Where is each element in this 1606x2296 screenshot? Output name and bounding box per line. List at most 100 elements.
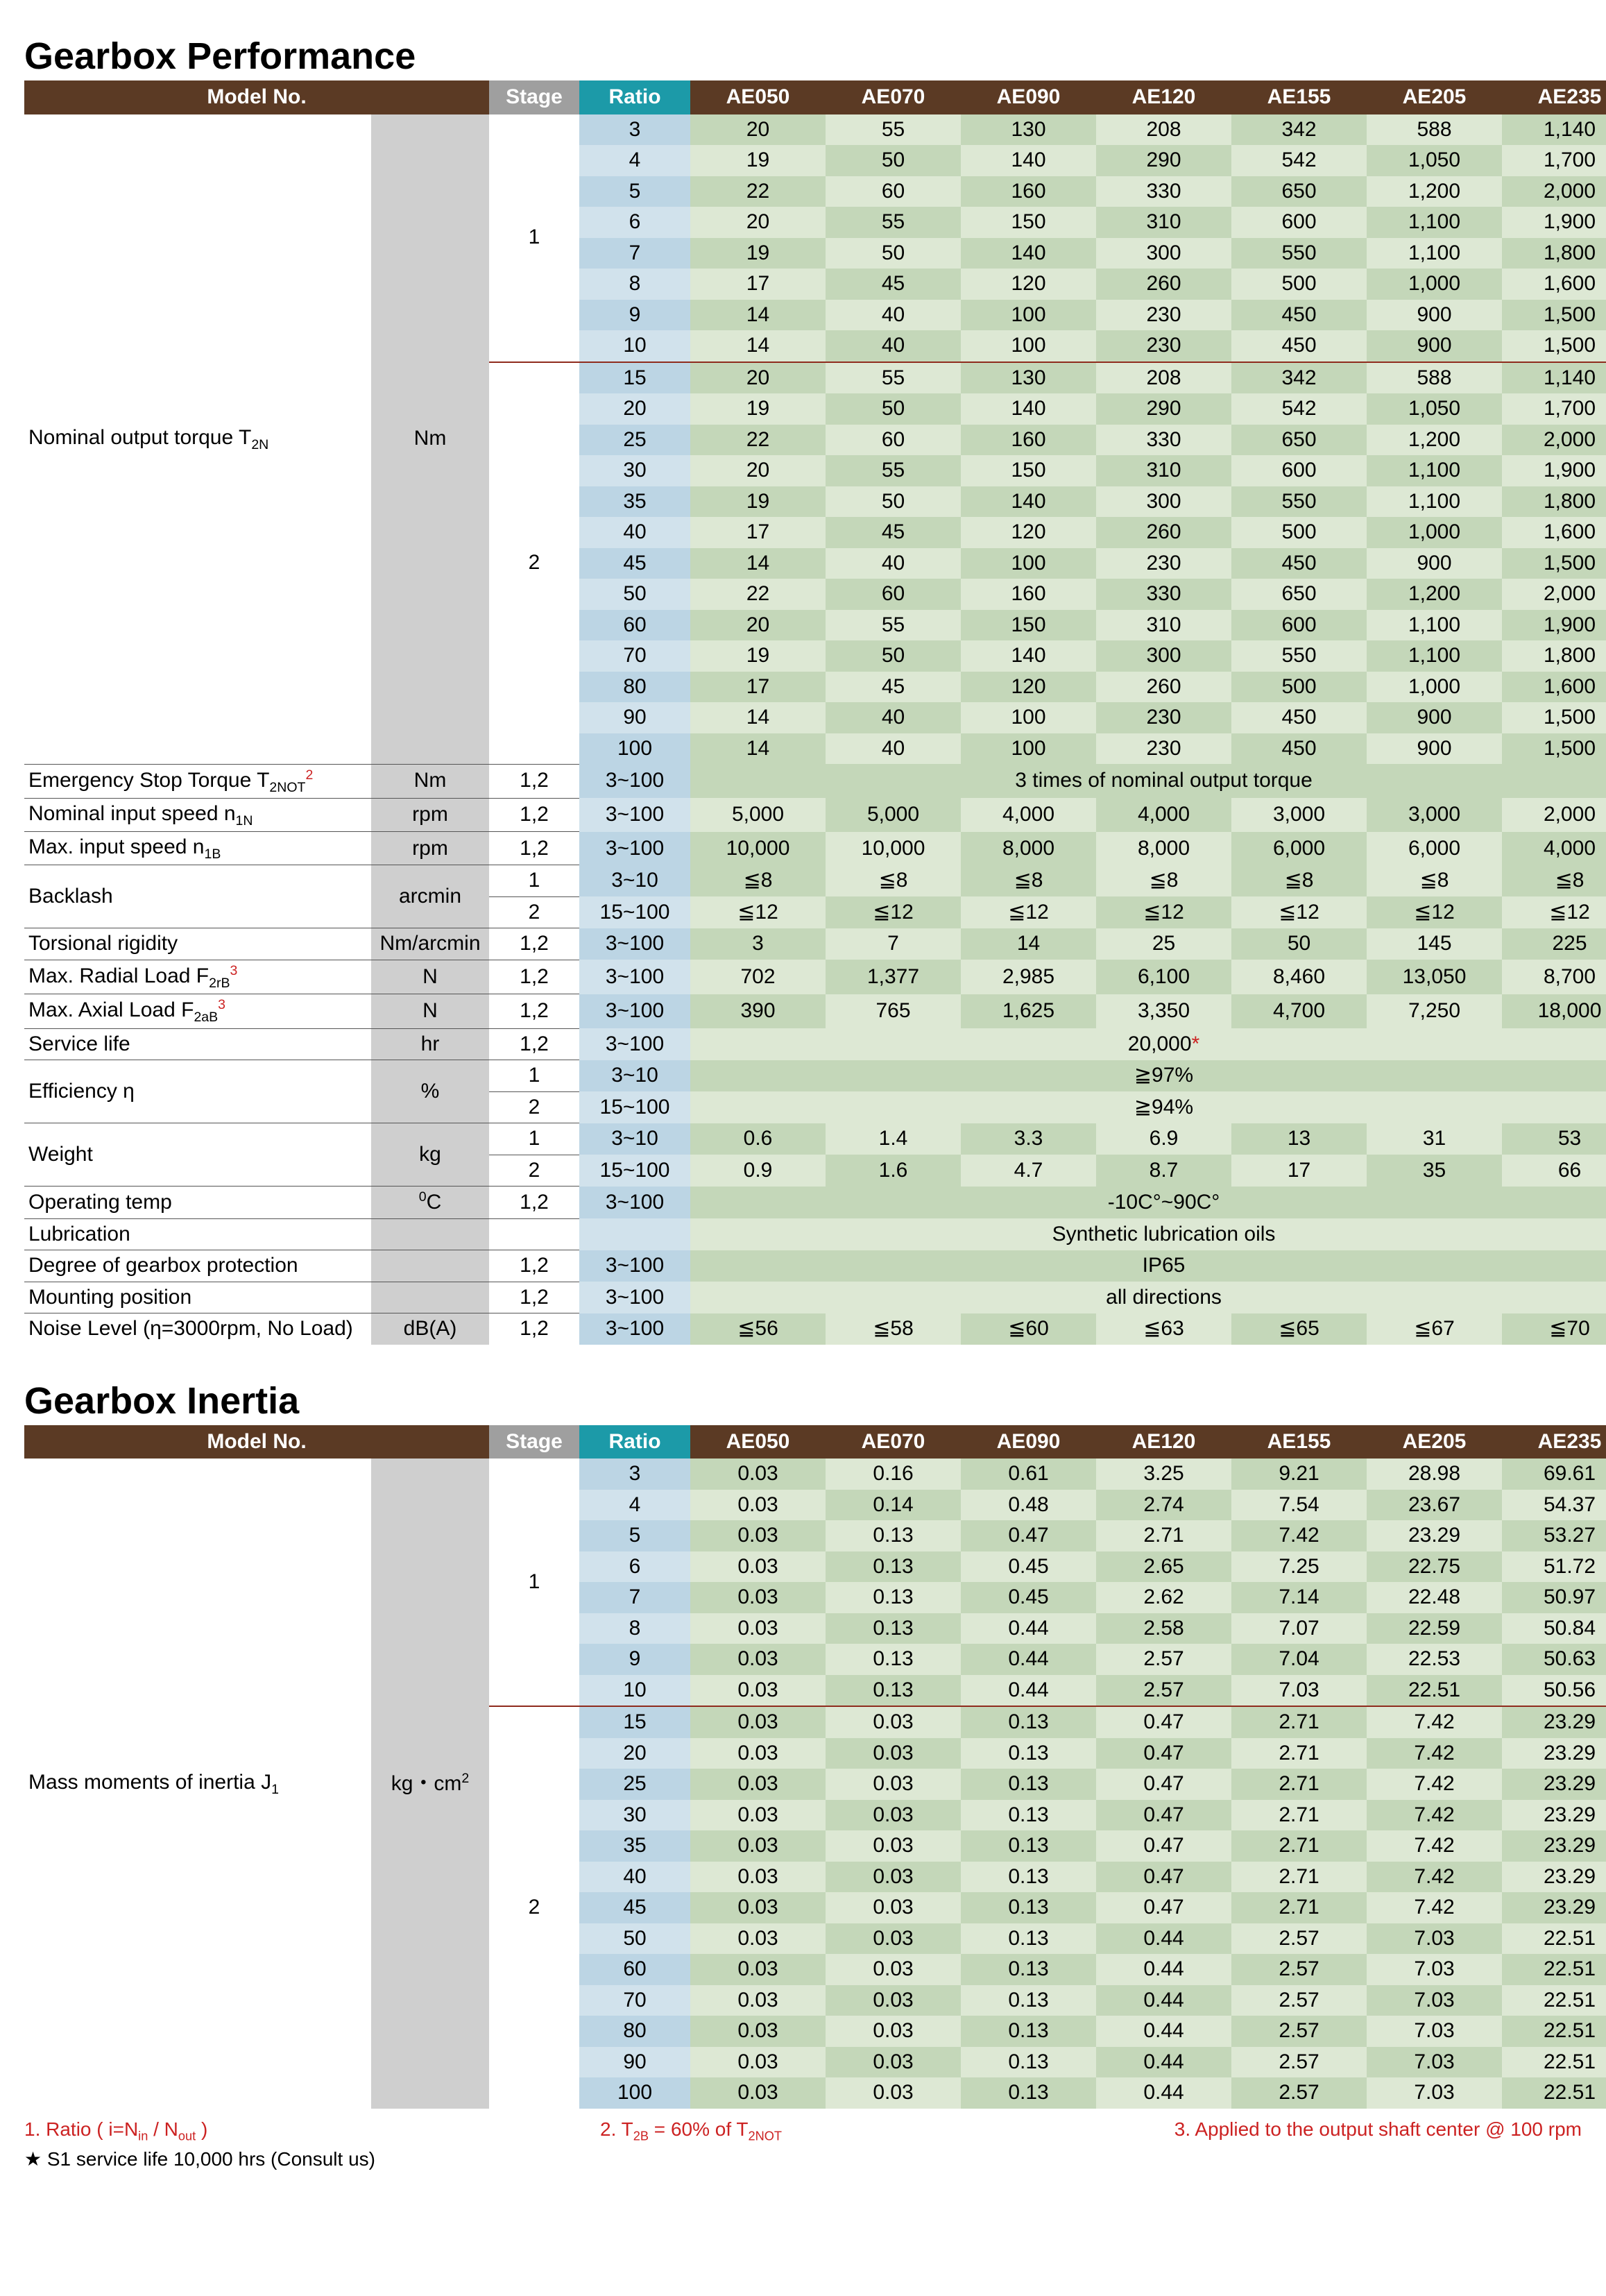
data-cell: ≦12	[1367, 896, 1502, 928]
ratio-cell: 3~10	[579, 1123, 690, 1155]
data-cell: 0.47	[1096, 1800, 1231, 1831]
data-cell: ≦8	[690, 865, 826, 897]
ratio-cell: 15~100	[579, 1091, 690, 1123]
data-cell: 2.71	[1231, 1892, 1367, 1923]
stage-cell: 1	[489, 1123, 579, 1155]
data-cell: 0.03	[826, 1706, 961, 1738]
data-cell: 23.29	[1502, 1830, 1606, 1862]
data-cell: 0.45	[961, 1551, 1096, 1583]
ratio-cell: 3~100	[579, 1282, 690, 1313]
data-cell: 600	[1231, 207, 1367, 238]
data-cell: 0.13	[961, 1738, 1096, 1769]
ratio-cell: 70	[579, 1985, 690, 2016]
data-cell: 130	[961, 114, 1096, 146]
hdr-col: AE120	[1096, 1425, 1231, 1459]
data-cell: 160	[961, 425, 1096, 456]
data-cell: 20	[690, 207, 826, 238]
data-cell: 300	[1096, 238, 1231, 269]
data-cell: 7.07	[1231, 1613, 1367, 1644]
data-cell: 900	[1367, 548, 1502, 579]
data-cell: 69.61	[1502, 1459, 1606, 1490]
ratio-cell: 10	[579, 1675, 690, 1707]
data-cell: 50.56	[1502, 1675, 1606, 1707]
data-cell: 0.44	[961, 1644, 1096, 1675]
data-cell: 1,800	[1502, 640, 1606, 672]
data-cell: 18,000	[1502, 994, 1606, 1028]
data-cell: 100	[961, 548, 1096, 579]
data-cell: 450	[1231, 548, 1367, 579]
data-cell: ≦12	[961, 896, 1096, 928]
data-cell: 0.03	[690, 2016, 826, 2047]
data-cell: 0.47	[1096, 1862, 1231, 1893]
param-unit: rpm	[371, 832, 489, 865]
data-cell: 0.13	[826, 1582, 961, 1613]
data-cell: 120	[961, 672, 1096, 703]
data-cell: 7.42	[1367, 1738, 1502, 1769]
data-cell: 0.47	[1096, 1830, 1231, 1862]
data-cell: 0.03	[690, 1644, 826, 1675]
data-cell: 50	[826, 145, 961, 176]
ratio-cell: 90	[579, 702, 690, 733]
inertia-body: Mass moments of inertia J1kg・cm2130.030.…	[24, 1459, 1606, 2109]
data-cell: 2.71	[1231, 1830, 1367, 1862]
data-cell: 7.42	[1367, 1800, 1502, 1831]
data-cell: 1,100	[1367, 238, 1502, 269]
span-cell: 3 times of nominal output torque	[690, 764, 1606, 798]
data-cell: 7.42	[1367, 1830, 1502, 1862]
data-cell: 0.03	[690, 1490, 826, 1521]
data-cell: 7.25	[1231, 1551, 1367, 1583]
data-cell: 8.7	[1096, 1155, 1231, 1187]
data-cell: 230	[1096, 702, 1231, 733]
data-cell: 2.58	[1096, 1613, 1231, 1644]
data-cell: 230	[1096, 733, 1231, 765]
data-cell: 53.27	[1502, 1520, 1606, 1551]
data-cell: 0.03	[826, 1800, 961, 1831]
ratio-cell: 25	[579, 1769, 690, 1800]
ratio-cell: 15	[579, 1706, 690, 1738]
data-cell: 0.13	[961, 1769, 1096, 1800]
performance-body: Nominal output torque T2NNm1320551302083…	[24, 114, 1606, 1345]
performance-header: Model No.StageRatioAE050AE070AE090AE120A…	[24, 80, 1606, 114]
table-row: Max. Axial Load F2aB3N1,23~1003907651,62…	[24, 994, 1606, 1028]
ratio-cell: 100	[579, 2077, 690, 2109]
data-cell: 7.42	[1367, 1892, 1502, 1923]
data-cell: ≦67	[1367, 1313, 1502, 1345]
ratio-cell: 3~100	[579, 928, 690, 960]
data-cell: ≦12	[826, 896, 961, 928]
inertia-header: Model No.StageRatioAE050AE070AE090AE120A…	[24, 1425, 1606, 1459]
ratio-cell: 15~100	[579, 896, 690, 928]
stage-cell: 1,2	[489, 1282, 579, 1313]
data-cell: 0.44	[1096, 2016, 1231, 2047]
table-row: Operating temp0C1,23~100-10C°~90C°	[24, 1187, 1606, 1219]
data-cell: 3.3	[961, 1123, 1096, 1155]
hdr-col: AE070	[826, 80, 961, 114]
data-cell: 0.03	[690, 1459, 826, 1490]
data-cell: 1,500	[1502, 548, 1606, 579]
data-cell: 0.03	[690, 1520, 826, 1551]
data-cell: 0.03	[690, 1769, 826, 1800]
span-cell: ≧94%	[690, 1091, 1606, 1123]
data-cell: 2,000	[1502, 579, 1606, 610]
data-cell: 4.7	[961, 1155, 1096, 1187]
data-cell: 2.57	[1231, 2077, 1367, 2109]
ratio-cell: 35	[579, 1830, 690, 1862]
data-cell: 208	[1096, 362, 1231, 394]
data-cell: 0.14	[826, 1490, 961, 1521]
data-cell: 6.9	[1096, 1123, 1231, 1155]
data-cell: 7.54	[1231, 1490, 1367, 1521]
data-cell: 22.51	[1502, 2016, 1606, 2047]
data-cell: 0.44	[961, 1675, 1096, 1707]
data-cell: 0.47	[1096, 1738, 1231, 1769]
data-cell: ≦8	[961, 865, 1096, 897]
data-cell: 22.51	[1367, 1675, 1502, 1707]
data-cell: 60	[826, 579, 961, 610]
stage-cell: 1,2	[489, 798, 579, 831]
ratio-cell: 9	[579, 300, 690, 331]
ratio-cell: 5	[579, 176, 690, 207]
data-cell: 20	[690, 114, 826, 146]
ratio-cell: 8	[579, 269, 690, 300]
data-cell: 1,000	[1367, 517, 1502, 548]
stage-cell: 1	[489, 1459, 579, 1706]
data-cell: 542	[1231, 145, 1367, 176]
param-unit: %	[371, 1060, 489, 1123]
